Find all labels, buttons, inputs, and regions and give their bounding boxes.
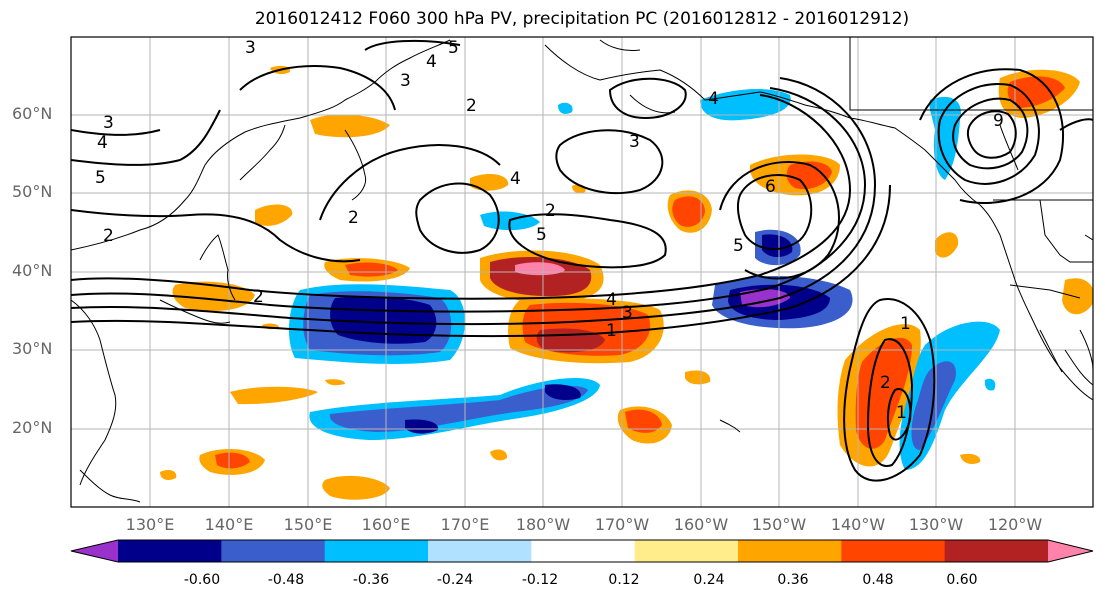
lon-label: 160°W [673,515,729,534]
contour-label: 1 [900,314,911,334]
contour-label: 2 [545,201,556,221]
lat-label-60n: 60°N [12,104,53,123]
lon-label: 140°E [204,515,254,534]
lon-label: 130°W [908,515,964,534]
colorbar-tick-label: 0.24 [693,572,725,588]
colorbar-tick-label: -0.60 [183,572,221,588]
colorbar-tick-label: 0.48 [862,572,894,588]
colorbar-tick-label: -0.48 [267,572,305,588]
contour-label: 5 [95,168,106,188]
contour-label: 4 [510,169,521,189]
lon-label: 150°W [751,515,807,534]
lon-label: 170°W [594,515,650,534]
contour-label: 5 [448,38,459,58]
pv-contours [71,39,1093,482]
contour-label: 3 [622,303,633,323]
coastlines [71,37,1093,503]
lon-label: 170°E [440,515,490,534]
contour-label: 2 [880,373,891,393]
contour-label: 1 [606,321,617,341]
contour-label: 3 [400,71,411,91]
contour-label: 4 [708,89,719,109]
lon-label: 130°E [125,515,175,534]
lon-label: 180°W [515,515,571,534]
contour-label: 1 [896,403,907,423]
lat-label-30n: 30°N [12,339,53,358]
lat-label-20n: 20°N [12,418,53,437]
contour-label: 3 [103,113,114,133]
contour-label: 5 [536,225,547,245]
colorbar-tick-label: 0.60 [946,572,978,588]
contour-label: 2 [103,226,114,246]
contour-label: 3 [629,132,640,152]
contour-label: 9 [993,111,1004,131]
contour-label: 2 [348,208,359,228]
lon-label: 160°E [361,515,411,534]
contour-label: 2 [466,96,477,116]
contour-labels: 3 5 4 3 2 4 3 4 5 2 3 4 5 6 5 2 4 3 1 2 … [95,38,1004,423]
lon-label: 150°E [283,515,333,534]
contour-label: 6 [765,177,776,197]
colorbar-tick-label: 0.36 [777,572,809,588]
lat-label-40n: 40°N [12,261,53,280]
map-title: 2016012412 F060 300 hPa PV, precipitatio… [254,9,910,29]
map-frame [70,36,1094,508]
colorbar-tick-label: 0.12 [608,572,640,588]
contour-label: 2 [253,287,264,307]
colorbar-tick-label: -0.24 [436,572,474,588]
lon-label: 120°W [987,515,1043,534]
lon-label: 140°W [830,515,886,534]
colorbar-tick-label: -0.12 [521,572,559,588]
colorbar-tick-label: -0.36 [352,572,390,588]
lat-label-50n: 50°N [12,182,53,201]
contour-label: 3 [245,38,256,58]
contour-label: 4 [426,52,437,72]
contour-label: 4 [97,133,108,153]
graticule [71,37,1093,507]
contour-label: 5 [733,236,744,256]
contour-label: 4 [606,290,617,310]
precip-shading [160,65,1093,500]
